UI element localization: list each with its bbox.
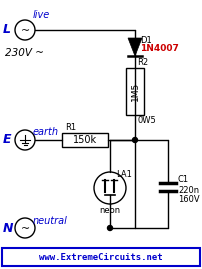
Text: live: live — [33, 10, 50, 20]
Text: www.ExtremeCircuits.net: www.ExtremeCircuits.net — [39, 253, 163, 261]
Text: ~: ~ — [20, 26, 30, 36]
Text: R1: R1 — [65, 123, 76, 132]
Text: 160V: 160V — [178, 195, 200, 204]
Text: 220n: 220n — [178, 186, 199, 195]
Text: N: N — [3, 222, 14, 235]
Bar — [2, 248, 200, 266]
Polygon shape — [128, 38, 142, 56]
Text: E: E — [3, 133, 12, 146]
Text: earth: earth — [33, 127, 59, 137]
Text: C1: C1 — [178, 175, 189, 184]
Text: neutral: neutral — [33, 216, 68, 226]
Text: 1M5: 1M5 — [130, 82, 140, 101]
Text: ~: ~ — [20, 224, 30, 234]
Bar — [62, 133, 108, 147]
Text: neon: neon — [99, 206, 121, 215]
Text: L: L — [3, 23, 11, 36]
Bar — [126, 68, 144, 115]
Circle shape — [133, 137, 138, 143]
Text: LA1: LA1 — [116, 170, 132, 179]
Circle shape — [107, 225, 113, 231]
Text: 1N4007: 1N4007 — [140, 44, 179, 53]
Circle shape — [94, 172, 126, 204]
Text: 150k: 150k — [73, 135, 97, 145]
Text: 230V ~: 230V ~ — [5, 48, 44, 58]
Text: R2: R2 — [137, 58, 148, 67]
Text: D1: D1 — [140, 36, 152, 45]
Text: 0W5: 0W5 — [137, 116, 156, 125]
